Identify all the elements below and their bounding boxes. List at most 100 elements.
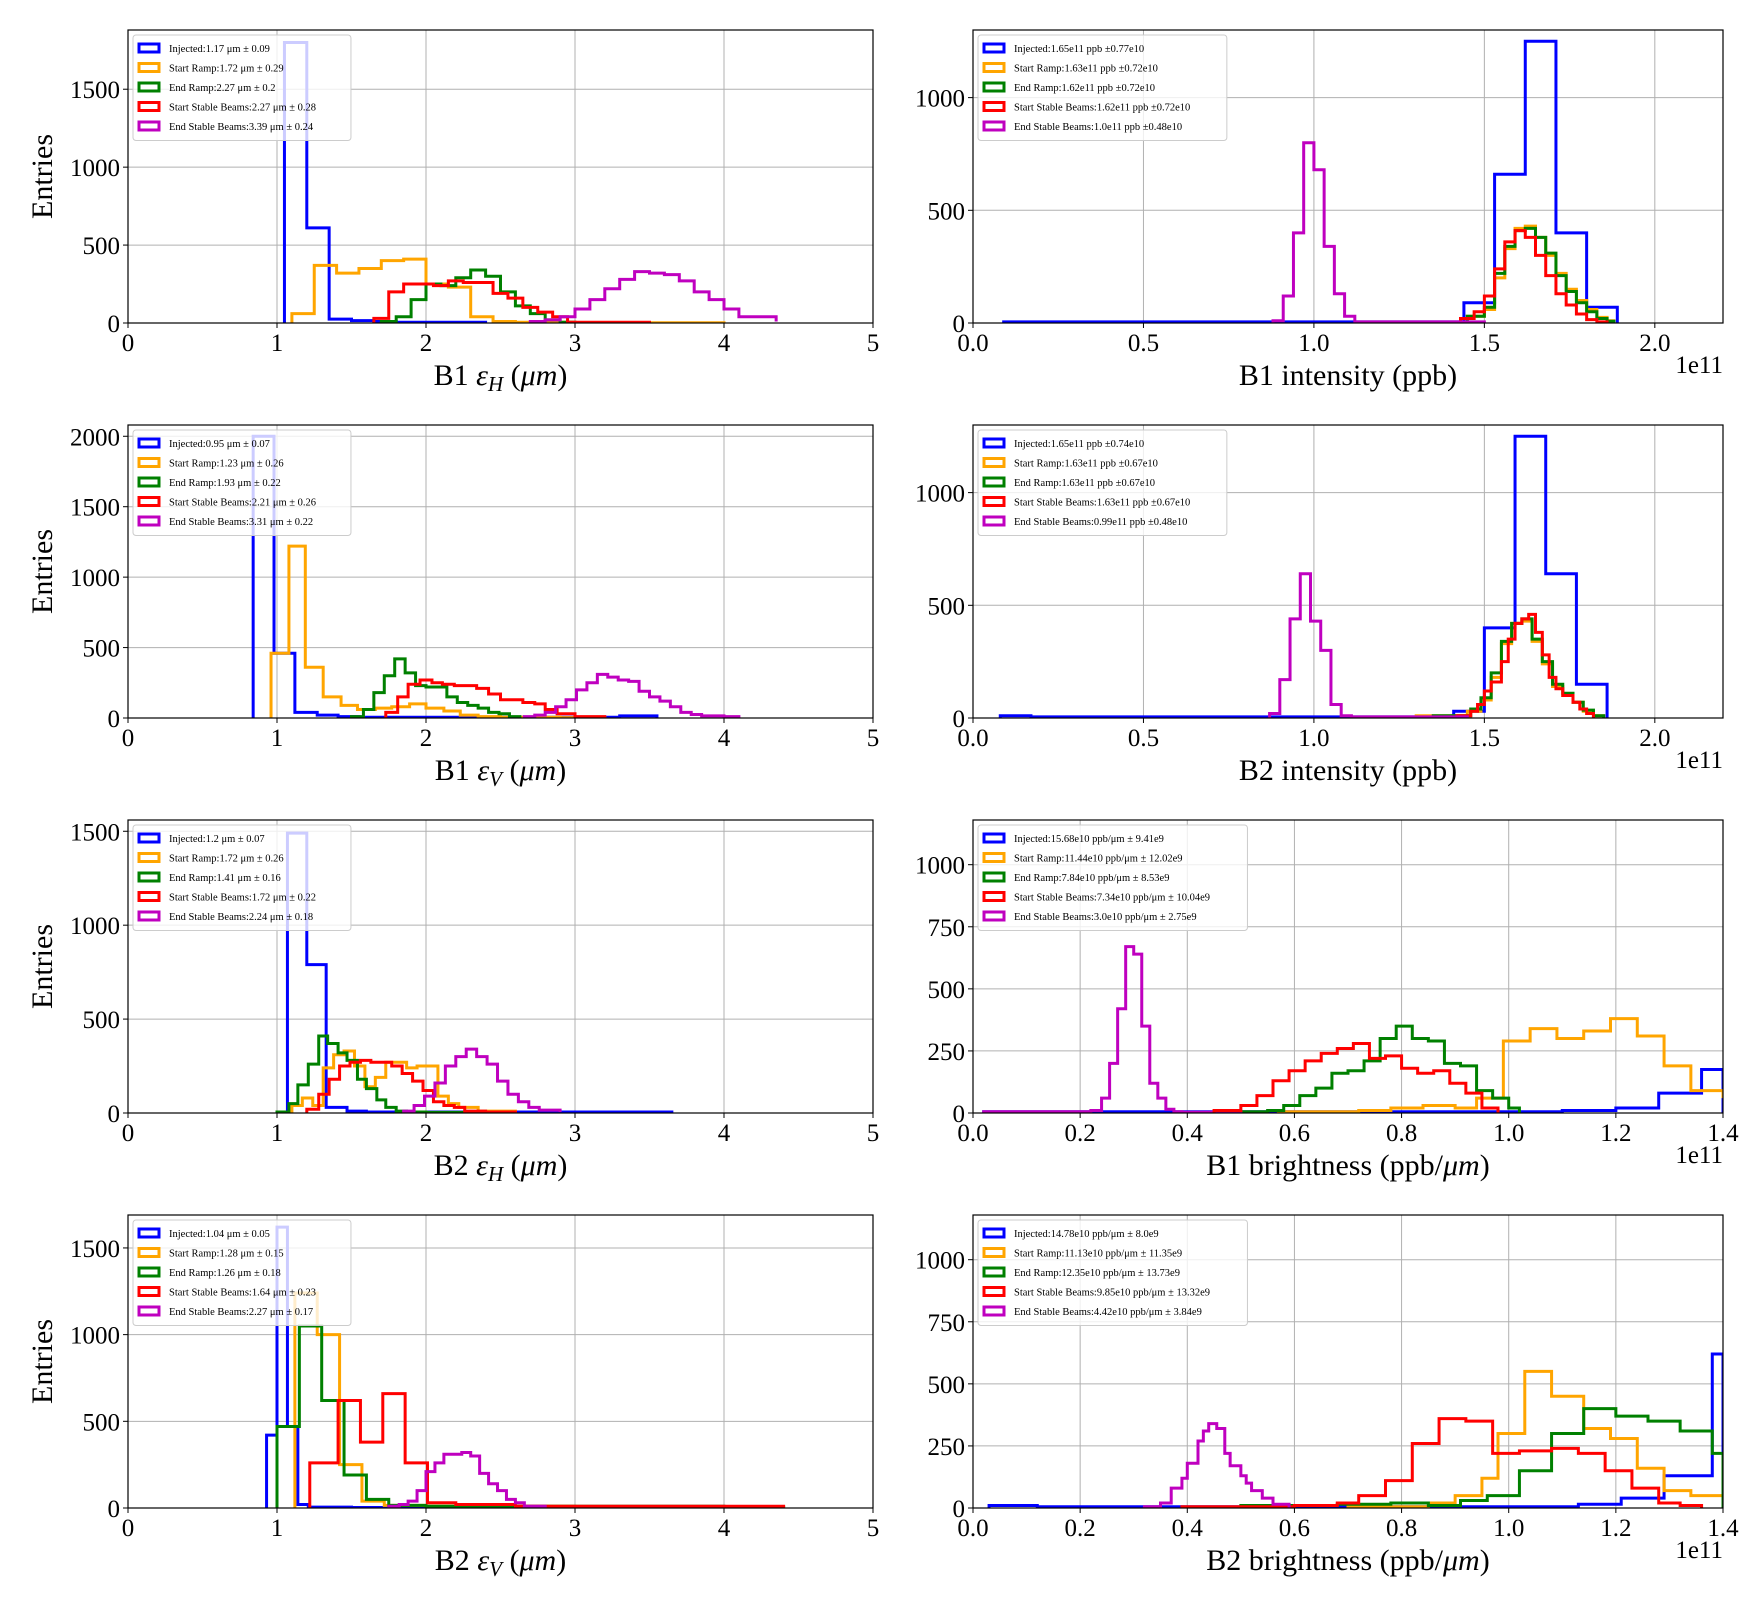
histogram-end-stable-beams	[1271, 141, 1486, 323]
legend-box	[977, 34, 1228, 141]
x-tick-label: 0.4	[1172, 1515, 1204, 1542]
legend-swatch	[982, 496, 1006, 507]
axes-frame	[127, 1214, 874, 1509]
histogram-start-ramp	[1276, 1017, 1723, 1113]
histogram-start-stable-beams	[1212, 1041, 1500, 1113]
y-tick-label: 1500	[70, 77, 120, 104]
x-offset-label: 1e11	[1675, 747, 1723, 774]
histogram-start-stable-beams	[372, 279, 651, 323]
legend-entry: Start Stable Beams:2.27 μm ± 0.28	[169, 103, 316, 114]
y-tick-label: 250	[928, 1434, 966, 1461]
y-tick-label: 1500	[70, 819, 120, 846]
x-tick-label: 4	[718, 330, 731, 357]
legend-swatch	[137, 891, 161, 902]
legend-swatch	[137, 1227, 161, 1239]
x-tick-label: 0.8	[1386, 1515, 1417, 1542]
legend-swatch	[137, 437, 161, 449]
y-tick-label: 500	[928, 977, 966, 1004]
legend: Injected:14.78e10 ppb/μm ± 8.0e9 Start Ra…	[977, 1219, 1248, 1326]
y-tick-label: 1000	[915, 86, 965, 113]
legend-entry: Start Ramp:1.72 μm ± 0.29	[169, 64, 284, 75]
legend-entry: Injected:1.04 μm ± 0.05	[169, 1229, 270, 1240]
legend-entry: End Ramp:1.62e11 ppb ±0.72e10	[1014, 83, 1155, 94]
legend-entry: Start Stable Beams:1.62e11 ppb ±0.72e10	[1014, 103, 1190, 114]
y-tick-label: 1500	[70, 495, 120, 522]
legend-entry: Injected:14.78e10 ppb/μm ± 8.0e9	[1014, 1229, 1159, 1240]
panel-B1-emittance-H: 0 1 2 3 4 5 0 500 1000 1500 B1 εH (μm) Entries Injec…	[26, 29, 879, 396]
legend-entry: End Ramp:2.27 μm ± 0.2	[169, 83, 275, 94]
panel-B2-emittance-H: 0 1 2 3 4 5 0 500 1000 1500 B2 εH (μm) Entries Injec…	[26, 819, 879, 1186]
legend-box	[132, 429, 352, 536]
axes-frame	[127, 819, 874, 1114]
legend-entry: Start Stable Beams:9.85e10 ppb/μm ± 13.3…	[1014, 1288, 1210, 1299]
y-tick-label: 0	[953, 311, 966, 338]
series-group	[998, 434, 1609, 718]
legend-swatch	[982, 120, 1006, 132]
panel-B1-emittance-V: 0 1 2 3 4 5 0 500 1000 1500 2000 B1 εV (μm) Entries I…	[26, 424, 879, 791]
x-tick-label: 0.6	[1279, 1515, 1310, 1542]
legend-swatch	[982, 852, 1006, 863]
legend-entry: Start Stable Beams:1.64 μm ± 0.23	[169, 1288, 316, 1299]
y-tick-label: 0	[953, 1496, 966, 1523]
histogram-start-stable-beams	[1180, 1417, 1704, 1508]
histogram-injected	[251, 434, 659, 718]
legend-swatch	[137, 871, 161, 883]
legend-swatch	[137, 81, 161, 93]
x-tick-label: 0.6	[1279, 1120, 1310, 1147]
axes-frame	[127, 29, 874, 324]
legend-entry: End Stable Beams:3.0e10 ppb/μm ± 2.75e9	[1014, 912, 1197, 923]
legend-box	[977, 824, 1248, 931]
histogram-start-ramp	[1346, 1369, 1723, 1508]
x-tick-label: 2	[420, 330, 433, 357]
x-tick-label: 1	[271, 1120, 284, 1147]
x-tick-label: 1.5	[1469, 330, 1500, 357]
series-group	[982, 945, 1723, 1113]
x-offset-label: 1e11	[1675, 1537, 1723, 1564]
legend-entry: Start Ramp:1.28 μm ± 0.15	[169, 1249, 284, 1260]
y-tick-label: 0	[953, 1101, 966, 1128]
legend-swatch	[982, 891, 1006, 902]
legend-swatch	[982, 832, 1006, 844]
axes-frame	[127, 424, 874, 719]
y-tick-label: 1500	[70, 1236, 120, 1263]
x-axis-label: B2 brightness (ppb/μm)	[1206, 1544, 1489, 1577]
x-axis-label: B2 intensity (ppb)	[1239, 754, 1457, 787]
x-tick-label: 1.0	[1298, 330, 1329, 357]
legend-entry: Start Stable Beams:1.72 μm ± 0.22	[169, 893, 316, 904]
legend-swatch	[982, 1227, 1006, 1239]
x-tick-label: 2	[420, 1120, 433, 1147]
y-tick-label: 500	[83, 1409, 121, 1436]
axes-frame	[972, 1214, 1724, 1509]
axes-frame	[972, 819, 1724, 1114]
series-group	[282, 40, 778, 323]
x-axis-label: B1 intensity (ppb)	[1239, 359, 1457, 392]
legend-entry: Start Ramp:1.72 μm ± 0.26	[169, 854, 284, 865]
histogram-start-stable-beams	[384, 678, 607, 718]
x-tick-label: 2.0	[1639, 330, 1670, 357]
y-tick-label: 500	[928, 593, 966, 620]
x-tick-label: 0.0	[957, 725, 988, 752]
panel-B2-emittance-V: 0 1 2 3 4 5 0 500 1000 1500 B2 εV (μm) Entries Injec…	[26, 1214, 879, 1581]
histogram-end-stable-beams	[402, 1047, 562, 1113]
legend-entry: Start Stable Beams:2.21 μm ± 0.26	[169, 498, 316, 509]
legend-entry: Start Ramp:1.23 μm ± 0.26	[169, 459, 284, 470]
histogram-injected	[987, 1352, 1723, 1508]
x-axis-label: B2 εH (μm)	[434, 1149, 568, 1186]
x-tick-label: 0.8	[1386, 1120, 1417, 1147]
legend-swatch	[982, 457, 1006, 468]
legend: Injected:1.65e11 ppb ±0.74e10 Start Ramp:…	[977, 429, 1228, 536]
y-tick-label: 0	[108, 706, 121, 733]
legend-swatch	[982, 1247, 1006, 1258]
x-tick-label: 3	[569, 330, 582, 357]
legend-swatch	[137, 496, 161, 507]
legend: Injected:1.2 μm ± 0.07 Start Ramp:1.72 μm…	[132, 824, 352, 931]
legend-entry: Start Ramp:11.44e10 ppb/μm ± 12.02e9	[1014, 854, 1183, 865]
x-tick-label: 2	[420, 725, 433, 752]
y-tick-label: 500	[928, 198, 966, 225]
x-tick-label: 4	[718, 725, 731, 752]
legend-entry: End Stable Beams:2.27 μm ± 0.17	[169, 1307, 313, 1318]
x-tick-label: 4	[718, 1515, 731, 1542]
legend-swatch	[982, 1305, 1006, 1317]
panel-B1-brightness: 0.0 0.2 0.4 0.6 0.8 1.0 1.2 1.4 0 250 500 750 1000 B1…	[915, 819, 1739, 1182]
